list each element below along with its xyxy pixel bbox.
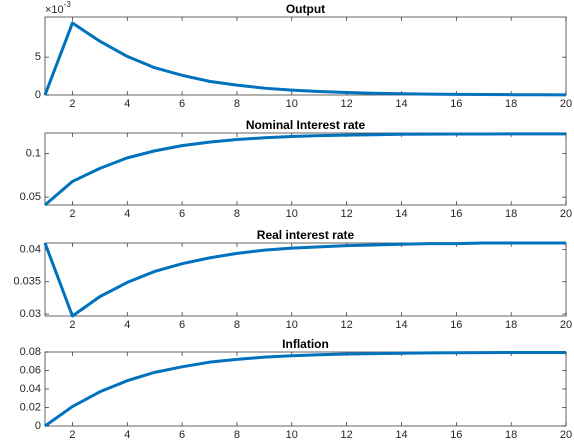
subplot-title: Real interest rate [257, 228, 355, 242]
x-tick-label: 2 [69, 208, 75, 220]
y-multiplier: ×10-3 [45, 0, 71, 16]
x-tick-label: 20 [560, 429, 572, 441]
x-tick-label: 12 [341, 208, 353, 220]
x-tick-label: 14 [395, 208, 407, 220]
x-tick-label: 4 [124, 98, 130, 110]
x-tick-label: 2 [69, 319, 75, 331]
y-tick-label: 0.03 [20, 308, 41, 320]
x-tick-label: 6 [179, 429, 185, 441]
axes-box [44, 132, 567, 206]
x-tick-label: 14 [395, 319, 407, 331]
y-tick-label: 0.02 [20, 401, 41, 413]
y-tick-label: 0.1 [26, 147, 41, 159]
x-tick-label: 16 [450, 98, 462, 110]
y-tick-label: 0 [35, 89, 41, 101]
subplot-title: Output [286, 2, 325, 16]
x-tick-label: 18 [505, 208, 517, 220]
axes-box [44, 351, 567, 427]
x-tick-label: 18 [505, 319, 517, 331]
x-tick-label: 4 [124, 429, 130, 441]
x-tick-label: 6 [179, 319, 185, 331]
y-multiplier-base: ×10 [45, 4, 64, 16]
x-tick-label: 20 [560, 319, 572, 331]
y-tick-label: 0.035 [13, 276, 41, 288]
x-tick-label: 18 [505, 429, 517, 441]
x-tick-label: 10 [286, 319, 298, 331]
x-tick-label: 4 [124, 208, 130, 220]
y-tick-label: 0.08 [20, 346, 41, 358]
x-tick-label: 12 [341, 429, 353, 441]
x-tick-label: 20 [560, 208, 572, 220]
data-line [43, 241, 566, 318]
x-tick-label: 10 [286, 208, 298, 220]
x-tick-label: 14 [395, 429, 407, 441]
x-tick-label: 16 [450, 208, 462, 220]
x-tick-label: 2 [69, 429, 75, 441]
x-tick-label: 6 [179, 98, 185, 110]
y-multiplier-exponent: -3 [64, 0, 72, 9]
y-tick-label: 0.06 [20, 364, 41, 376]
y-tick-label: 0 [35, 420, 41, 432]
x-tick-label: 8 [234, 319, 240, 331]
subplot-title: Inflation [282, 337, 329, 351]
axes-box [44, 242, 567, 317]
y-tick-label: 5 [35, 51, 41, 63]
x-tick-label: 14 [395, 98, 407, 110]
x-tick-label: 12 [341, 319, 353, 331]
y-tick-label: 0.05 [20, 191, 41, 203]
axes-box [44, 16, 567, 96]
y-tick-label: 0.04 [20, 243, 41, 255]
x-tick-label: 16 [450, 319, 462, 331]
x-tick-label: 10 [286, 98, 298, 110]
x-tick-label: 8 [234, 429, 240, 441]
x-tick-label: 8 [234, 98, 240, 110]
x-tick-label: 2 [69, 98, 75, 110]
x-tick-label: 16 [450, 429, 462, 441]
x-tick-label: 10 [286, 429, 298, 441]
data-line [43, 21, 567, 97]
data-line [44, 132, 566, 207]
x-tick-label: 18 [505, 98, 517, 110]
y-tick-label: 0.04 [20, 383, 41, 395]
x-tick-label: 4 [124, 319, 130, 331]
data-line [44, 350, 566, 428]
x-tick-label: 8 [234, 208, 240, 220]
x-tick-label: 20 [560, 98, 572, 110]
x-tick-label: 6 [179, 208, 185, 220]
x-tick-label: 12 [341, 98, 353, 110]
subplot-title: Nominal Interest rate [246, 118, 366, 132]
